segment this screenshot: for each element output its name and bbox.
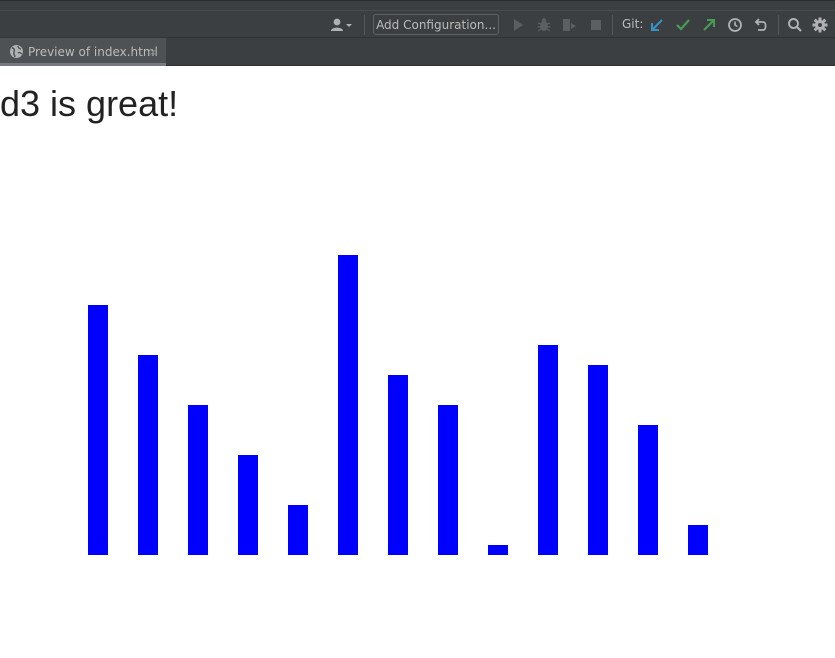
preview-content: d3 is great! xyxy=(0,66,835,658)
chart-bar-1 xyxy=(88,305,108,555)
git-push-icon[interactable] xyxy=(700,16,718,34)
chart-bar-9 xyxy=(488,545,508,555)
coverage-icon[interactable] xyxy=(560,16,578,34)
stop-icon[interactable] xyxy=(587,16,605,34)
chart-bar-6 xyxy=(338,255,358,555)
git-update-icon[interactable] xyxy=(648,16,666,34)
run-icon[interactable] xyxy=(510,16,526,34)
tab-label: Preview of index.html xyxy=(28,45,158,59)
chart-bar-12 xyxy=(638,425,658,555)
globe-icon xyxy=(9,44,24,59)
bar-chart xyxy=(88,255,708,555)
page-title: d3 is great! xyxy=(0,83,179,124)
chart-bar-10 xyxy=(538,345,558,555)
debug-icon[interactable] xyxy=(535,16,553,34)
chart-bar-8 xyxy=(438,405,458,555)
git-label: Git: xyxy=(622,17,644,31)
toolbar-separator xyxy=(364,15,365,35)
history-icon[interactable] xyxy=(726,16,744,34)
chart-bar-5 xyxy=(288,505,308,555)
rollback-icon[interactable] xyxy=(752,16,770,34)
settings-icon[interactable] xyxy=(811,16,829,34)
chart-bar-7 xyxy=(388,375,408,555)
tab-preview-index-html[interactable]: Preview of index.html × xyxy=(0,38,166,66)
chart-bar-4 xyxy=(238,455,258,555)
toolbar-separator xyxy=(778,15,779,35)
user-icon[interactable] xyxy=(328,16,356,34)
add-configuration-button[interactable]: Add Configuration... xyxy=(373,14,499,35)
search-icon[interactable] xyxy=(786,16,804,34)
chart-bar-3 xyxy=(188,405,208,555)
chart-bar-11 xyxy=(588,365,608,555)
toolbar-divider xyxy=(0,10,835,11)
editor-tab-bar: Preview of index.html × xyxy=(0,38,835,66)
close-icon[interactable]: × xyxy=(148,45,159,59)
ide-toolbar: Add Configuration... Git: xyxy=(0,0,835,38)
chart-bar-13 xyxy=(688,525,708,555)
chart-bar-2 xyxy=(138,355,158,555)
git-commit-icon[interactable] xyxy=(674,16,692,34)
toolbar-separator xyxy=(612,15,613,35)
